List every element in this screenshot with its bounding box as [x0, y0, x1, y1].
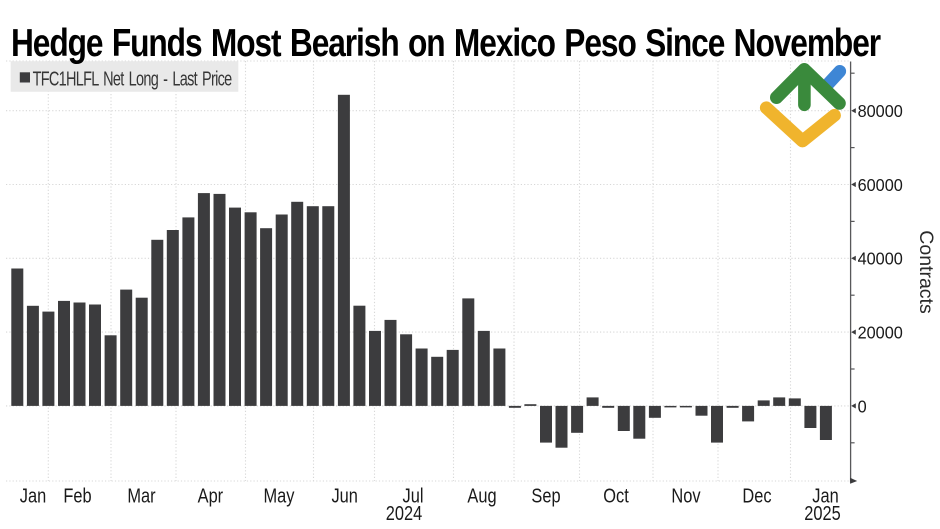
svg-text:Jun: Jun — [331, 484, 357, 507]
svg-text:Jan: Jan — [20, 484, 46, 507]
svg-text:Dec: Dec — [742, 484, 771, 507]
svg-text:Hedge Funds Most Bearish on Me: Hedge Funds Most Bearish on Mexico Peso … — [11, 22, 881, 65]
svg-text:20000: 20000 — [858, 323, 903, 343]
svg-text:2024: 2024 — [386, 501, 422, 524]
svg-text:Aug: Aug — [467, 484, 496, 507]
svg-text:May: May — [264, 484, 296, 507]
svg-text:Apr: Apr — [198, 484, 224, 507]
svg-text:Feb: Feb — [63, 484, 91, 507]
svg-text:Mar: Mar — [127, 484, 155, 507]
svg-text:0: 0 — [858, 397, 867, 417]
svg-text:60000: 60000 — [858, 175, 903, 195]
svg-text:40000: 40000 — [858, 249, 903, 269]
svg-text:Nov: Nov — [671, 484, 701, 507]
svg-text:2025: 2025 — [804, 501, 840, 524]
svg-text:Contracts: Contracts — [915, 230, 937, 314]
svg-text:TFC1HLFL Net Long - Last Price: TFC1HLFL Net Long - Last Price — [33, 67, 233, 90]
svg-text:Jul: Jul — [403, 484, 424, 507]
svg-text:Jan: Jan — [812, 484, 838, 507]
svg-text:Oct: Oct — [603, 484, 629, 507]
svg-text:Sep: Sep — [531, 484, 560, 507]
svg-text:80000: 80000 — [858, 102, 903, 122]
